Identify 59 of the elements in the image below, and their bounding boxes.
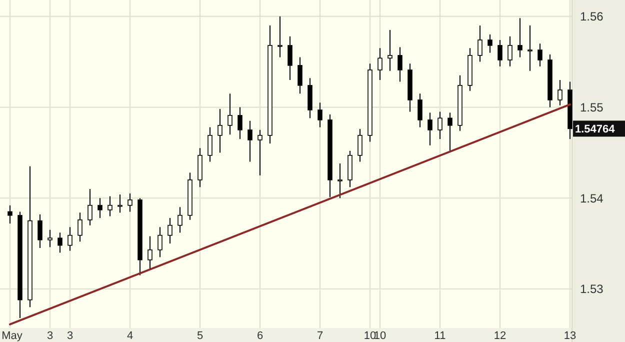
- candlestick: [438, 111, 442, 140]
- x-tick-label: 3: [66, 330, 74, 342]
- candlestick: [68, 226, 72, 252]
- candlestick: [98, 198, 102, 219]
- x-tick-label: 13: [564, 330, 576, 342]
- candlestick: [208, 126, 212, 162]
- candlestick: [498, 39, 502, 67]
- candlestick: [558, 79, 562, 106]
- candlestick: [388, 29, 392, 72]
- candlestick: [248, 120, 252, 162]
- x-tick-label: 7: [316, 330, 324, 342]
- candlestick: [288, 36, 292, 80]
- x-tick-label: 10: [364, 330, 376, 342]
- x-tick-label: 4: [126, 330, 134, 342]
- candlestick: [128, 193, 132, 212]
- x-tick-label: 12: [494, 330, 506, 342]
- candlestick: [228, 93, 232, 135]
- candlestick: [178, 206, 182, 234]
- y-tick-label: 1.55: [580, 100, 604, 114]
- candlestick: [448, 112, 452, 152]
- candlestick: [8, 204, 12, 224]
- candlestick: [538, 43, 542, 67]
- candlestick: [38, 214, 42, 249]
- candlestick: [488, 34, 492, 54]
- candlestick: [168, 218, 172, 244]
- x-tick-label: 5: [196, 330, 204, 342]
- text: 1.54764: [575, 124, 616, 136]
- candlestick: [378, 48, 382, 80]
- candlestick: [278, 16, 282, 58]
- candlestick: [48, 229, 52, 248]
- x-tick-label: 3: [46, 330, 54, 342]
- candlestick: [428, 112, 432, 146]
- y-tick-label: 1.56: [580, 10, 604, 24]
- y-tick-label: 1.54: [580, 191, 604, 206]
- candlestick: [398, 46, 402, 82]
- candlestick: [508, 36, 512, 67]
- candlestick: [418, 93, 422, 128]
- candlestick: [108, 196, 112, 217]
- candlestick: [238, 106, 242, 140]
- x-tick-label: 6: [256, 330, 264, 342]
- candlestick: [298, 56, 302, 94]
- candlestick: [258, 129, 262, 176]
- x-tick-label: May: [2, 330, 23, 342]
- candlestick: [88, 188, 92, 226]
- candlestick: [148, 236, 152, 270]
- candlestick: [338, 163, 342, 199]
- candlestick: [78, 212, 82, 242]
- candlestick: [118, 194, 122, 214]
- candlestick: [218, 108, 222, 154]
- candlestick: [58, 232, 62, 254]
- candlestick: [478, 24, 482, 62]
- candlestick: [358, 128, 362, 162]
- candlestick: [318, 102, 322, 128]
- candlestick: [528, 24, 532, 72]
- candlestick: [518, 18, 522, 58]
- x-tick-label: 10: [374, 330, 386, 342]
- candlestick: [158, 226, 162, 258]
- y-tick-label: 1.53: [580, 282, 604, 296]
- x-tick-label: 11: [434, 330, 446, 342]
